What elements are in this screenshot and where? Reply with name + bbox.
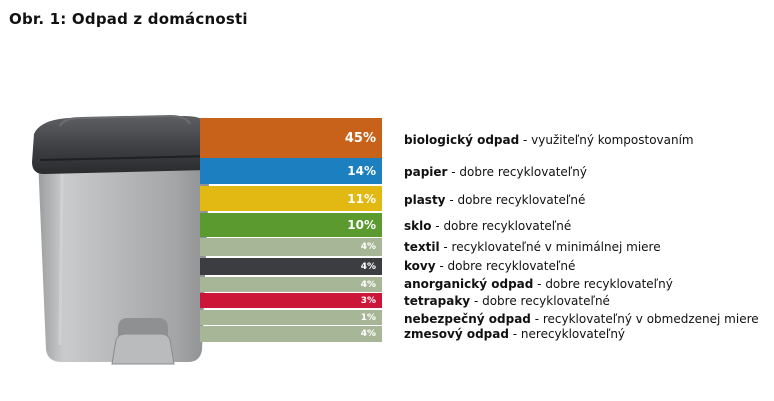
category-description: - dobre recyklovateľné (431, 219, 572, 233)
bar-value-label: 4% (360, 242, 376, 252)
category-name: nebezpečný odpad (404, 312, 531, 326)
category-description: - recyklovateľné v minimálnej miere (439, 240, 661, 254)
category-label: kovy - dobre recyklovateľné (404, 259, 575, 273)
bar-value-label: 10% (347, 218, 376, 232)
bar-value-label: 45% (344, 130, 376, 146)
bar-10: 4% (200, 326, 382, 342)
category-description: - dobre recyklovateľné (470, 294, 610, 308)
bar-6: 4% (200, 258, 382, 275)
category-description: - nerecyklovateľný (508, 327, 626, 341)
bar-value-label: 1% (360, 312, 376, 323)
trash-bin-illustration (32, 114, 218, 365)
category-name: papier (404, 165, 448, 179)
bar-value-label: 4% (360, 279, 376, 290)
bar-value-label: 3% (360, 295, 376, 306)
category-description: - dobre recyklovateľné (445, 193, 586, 207)
bar-value-label: 14% (347, 164, 376, 178)
bar-7: 4% (200, 277, 382, 292)
category-name: biologický odpad (404, 133, 520, 147)
category-label: zmesový odpad - nerecyklovateľný (404, 327, 625, 341)
category-description: - dobre recyklovateľné (435, 259, 576, 273)
category-name: textil (404, 240, 440, 254)
category-label: tetrapaky - dobre recyklovateľné (404, 294, 610, 308)
category-name: plasty (404, 193, 446, 207)
bar-value-label: 4% (360, 261, 376, 272)
category-description: - dobre recyklovateľný (533, 277, 673, 291)
chart-title: Obr. 1: Odpad z domácnosti (9, 10, 248, 28)
category-label: sklo - dobre recyklovateľné (404, 219, 571, 233)
bin-body (38, 158, 210, 362)
bar-2: 14% (200, 158, 382, 184)
bar-8: 3% (200, 293, 382, 308)
category-label: textil - recyklovateľné v minimálnej mie… (404, 240, 661, 254)
bar-4: 10% (200, 213, 382, 237)
category-label: nebezpečný odpad - recyklovateľný v obme… (404, 312, 759, 326)
category-name: tetrapaky (404, 294, 471, 308)
category-label: biologický odpad - využiteľný kompostova… (404, 133, 694, 147)
bar-5: 4% (200, 238, 382, 256)
category-name: zmesový odpad (404, 327, 509, 341)
category-description: - recyklovateľný v obmedzenej miere (530, 312, 759, 326)
bar-1: 45% (200, 118, 382, 158)
category-description: - dobre recyklovateľný (447, 165, 587, 179)
category-label: anorganický odpad - dobre recyklovateľný (404, 277, 673, 291)
bin-pedal (111, 333, 175, 365)
bar-value-label: 4% (360, 329, 376, 339)
bar-value-label: 11% (347, 191, 376, 206)
category-name: sklo (404, 219, 432, 233)
category-name: kovy (404, 259, 436, 273)
bar-9: 1% (200, 310, 382, 325)
category-label: plasty - dobre recyklovateľné (404, 193, 585, 207)
category-description: - využiteľný kompostovaním (519, 133, 694, 147)
bar-3: 11% (200, 186, 382, 211)
category-label: papier - dobre recyklovateľný (404, 165, 587, 179)
category-name: anorganický odpad (404, 277, 534, 291)
